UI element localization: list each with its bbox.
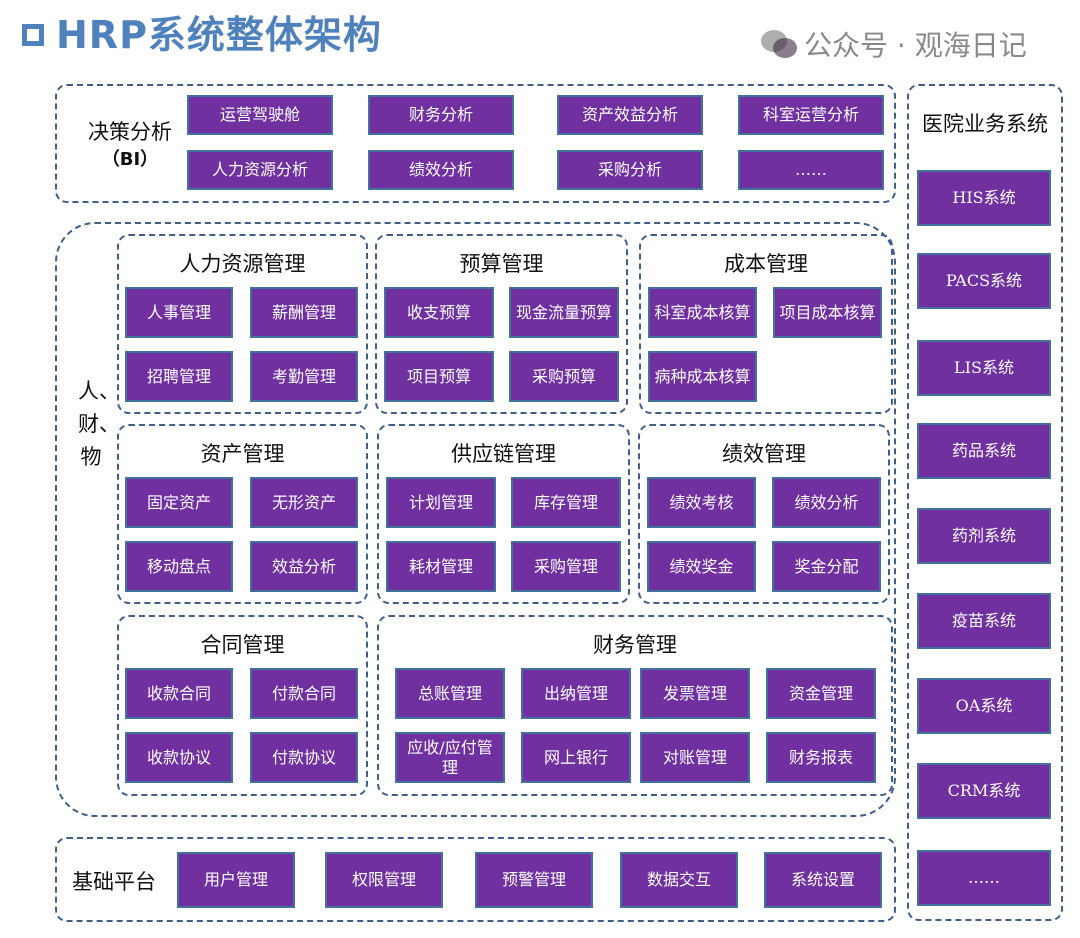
hospital-title: 医院业务系统 (922, 112, 1048, 136)
module-button[interactable]: 项目成本核算 (773, 287, 882, 338)
watermark: 公众号 · 观海日记 (760, 24, 1027, 64)
base-item-button[interactable]: 用户管理 (177, 852, 295, 908)
bi-item-button[interactable]: …… (738, 150, 884, 190)
hospital-system-button[interactable]: OA系统 (917, 678, 1051, 734)
panel-title: 财务管理 (593, 633, 677, 657)
bi-label: 决策分析 （BI） (88, 120, 172, 170)
bi-item-button[interactable]: 科室运营分析 (738, 95, 884, 135)
hospital-system-button[interactable]: …… (917, 850, 1051, 906)
bi-region (55, 84, 896, 203)
panel-title: 资产管理 (200, 442, 285, 466)
hospital-system-button[interactable]: PACS系统 (917, 253, 1051, 309)
module-button[interactable]: 绩效奖金 (647, 541, 756, 592)
hospital-system-button[interactable]: 疫苗系统 (917, 593, 1051, 649)
module-button[interactable]: 人事管理 (125, 287, 233, 338)
module-button[interactable]: 病种成本核算 (648, 351, 757, 402)
base-label: 基础平台 (72, 870, 156, 894)
core-label: 人、财、物 (78, 379, 120, 469)
square-bullet-icon (22, 24, 44, 46)
panel-title: 合同管理 (200, 633, 285, 657)
base-item-button[interactable]: 系统设置 (764, 852, 882, 908)
module-button[interactable]: 绩效考核 (647, 477, 756, 528)
panel-title: 预算管理 (459, 252, 544, 276)
panel-5 (638, 424, 890, 604)
hospital-region (907, 84, 1063, 921)
base-item-button[interactable]: 预警管理 (475, 852, 593, 908)
title-text: HRP系统整体架构 (56, 13, 382, 57)
module-button[interactable]: 计划管理 (386, 477, 496, 528)
module-button[interactable]: 奖金分配 (772, 541, 881, 592)
panel-title: 供应链管理 (451, 442, 556, 466)
bi-item-button[interactable]: 人力资源分析 (187, 150, 333, 190)
base-item-button[interactable]: 数据交互 (620, 852, 738, 908)
hospital-system-button[interactable]: HIS系统 (917, 170, 1051, 226)
module-button[interactable]: 网上银行 (521, 732, 631, 783)
module-button[interactable]: 财务报表 (766, 732, 876, 783)
hospital-system-button[interactable]: 药品系统 (917, 423, 1051, 479)
hospital-system-button[interactable]: 药剂系统 (917, 508, 1051, 564)
panel-1 (375, 234, 628, 414)
module-button[interactable]: 移动盘点 (125, 541, 233, 592)
module-button[interactable]: 招聘管理 (125, 351, 233, 402)
panel-0 (117, 234, 368, 414)
module-button[interactable]: 耗材管理 (386, 541, 496, 592)
module-button[interactable]: 收款合同 (125, 668, 233, 719)
bi-item-button[interactable]: 运营驾驶舱 (187, 95, 333, 135)
base-region (55, 837, 896, 922)
hospital-system-button[interactable]: LIS系统 (917, 340, 1051, 396)
module-button[interactable]: 采购管理 (511, 541, 621, 592)
page-title: HRP系统整体架构 (22, 4, 382, 59)
core-region (55, 222, 896, 817)
hospital-system-button[interactable]: CRM系统 (917, 763, 1051, 819)
panel-title: 人力资源管理 (179, 252, 306, 276)
bi-item-button[interactable]: 资产效益分析 (557, 95, 703, 135)
panel-7 (377, 615, 893, 796)
panel-3 (117, 424, 368, 604)
wechat-icon (761, 30, 797, 58)
bi-item-button[interactable]: 采购分析 (557, 150, 703, 190)
module-button[interactable]: 总账管理 (395, 668, 505, 719)
module-button[interactable]: 薪酬管理 (250, 287, 358, 338)
module-button[interactable]: 效益分析 (250, 541, 358, 592)
panel-6 (117, 615, 368, 796)
module-button[interactable]: 出纳管理 (521, 668, 631, 719)
module-button[interactable]: 现金流量预算 (509, 287, 619, 338)
module-button[interactable]: 对账管理 (640, 732, 750, 783)
module-button[interactable]: 付款协议 (250, 732, 358, 783)
module-button[interactable]: 发票管理 (640, 668, 750, 719)
module-button[interactable]: 采购预算 (509, 351, 619, 402)
panel-title: 成本管理 (724, 252, 808, 276)
module-button[interactable]: 绩效分析 (772, 477, 881, 528)
panel-2 (639, 234, 893, 414)
module-button[interactable]: 固定资产 (125, 477, 233, 528)
bi-item-button[interactable]: 绩效分析 (368, 150, 514, 190)
module-button[interactable]: 考勤管理 (250, 351, 358, 402)
bi-item-button[interactable]: 财务分析 (368, 95, 514, 135)
module-button[interactable]: 资金管理 (766, 668, 876, 719)
panel-title: 绩效管理 (722, 442, 806, 466)
module-button[interactable]: 应收/应付管理 (395, 732, 505, 783)
panel-4 (377, 424, 630, 604)
module-button[interactable]: 库存管理 (511, 477, 621, 528)
module-button[interactable]: 无形资产 (250, 477, 358, 528)
module-button[interactable]: 项目预算 (384, 351, 494, 402)
module-button[interactable]: 科室成本核算 (648, 287, 757, 338)
module-button[interactable]: 收支预算 (384, 287, 494, 338)
module-button[interactable]: 付款合同 (250, 668, 358, 719)
module-button[interactable]: 收款协议 (125, 732, 233, 783)
base-item-button[interactable]: 权限管理 (325, 852, 443, 908)
